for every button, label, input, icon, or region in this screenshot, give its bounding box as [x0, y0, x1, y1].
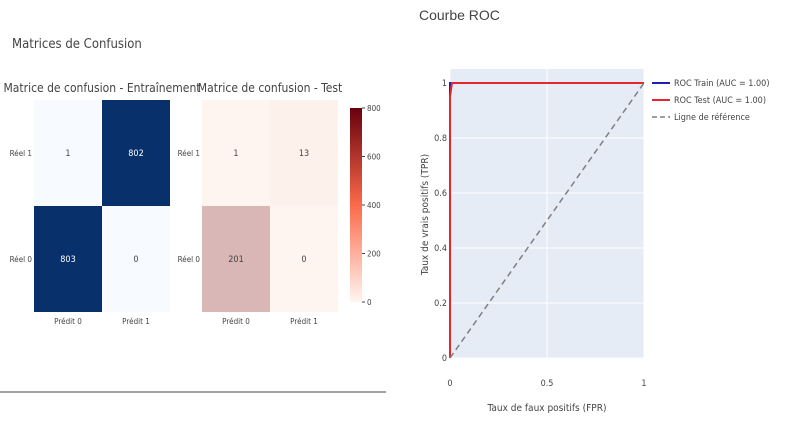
cell-label: 0	[133, 255, 138, 265]
matrix-cell	[202, 206, 270, 312]
left-panel-title: Matrices de Confusion	[12, 37, 142, 52]
row-label: Réel 0	[178, 254, 201, 264]
matrix-cell	[34, 100, 102, 206]
cell-label: 803	[60, 255, 75, 265]
x-tick-label: 0	[447, 379, 452, 389]
colorbar-tick-label: 200	[367, 250, 381, 259]
x-tick-label: 0.5	[541, 379, 554, 389]
legend-label: ROC Test (AUC = 1.00)	[674, 96, 766, 106]
y-tick-label: 0.4	[434, 244, 447, 254]
matrix-cell	[102, 100, 170, 206]
colorbar-tick-label: 400	[367, 201, 381, 210]
cell-label: 201	[228, 255, 243, 265]
cell-label: 1	[233, 149, 238, 159]
col-label: Prédit 1	[290, 316, 318, 326]
col-label: Prédit 1	[122, 316, 150, 326]
colorbar-bar	[350, 108, 362, 302]
colorbar-tick-label: 800	[367, 104, 381, 113]
matrix-title: Matrice de confusion - Entraînement	[3, 81, 200, 95]
confusion-matrix-test: Matrice de confusion - Test 1 13 201 0 Réel 1…	[178, 81, 343, 326]
right-panel-title: Courbe ROC	[419, 7, 500, 23]
cell-label: 1	[65, 149, 70, 159]
legend-label: ROC Train (AUC = 1.00)	[674, 79, 769, 89]
row-label: Réel 0	[10, 254, 33, 264]
matrix-cell	[34, 206, 102, 312]
matrix-title: Matrice de confusion - Test	[198, 81, 342, 95]
cell-label: 802	[128, 149, 143, 159]
confusion-matrix-train: Matrice de confusion - Entraînement 1 802 8…	[3, 81, 200, 326]
y-tick-label: 0.6	[434, 189, 447, 199]
legend-label: Ligne de référence	[674, 112, 750, 123]
row-label: Réel 1	[10, 148, 32, 158]
series-line-2	[449, 82, 645, 359]
colorbar-tick-label: 0	[367, 298, 372, 307]
y-tick-label: 0.2	[434, 299, 447, 309]
y-tick-label: 0.8	[434, 134, 447, 144]
col-label: Prédit 0	[222, 316, 250, 326]
colorbar: 800 600 400 200 0	[350, 104, 381, 307]
roc-chart: 0 0.2 0.4 0.6 0.8 1 0 0.5 1 Taux de faux positifs…	[420, 69, 769, 414]
cell-label: 13	[299, 149, 309, 159]
x-tick-label: 1	[641, 379, 646, 389]
y-tick-label: 1	[442, 79, 447, 89]
series-line-1	[449, 82, 644, 358]
x-axis-label: Taux de faux positifs (FPR)	[487, 403, 607, 414]
y-axis-label: Taux de vrais positifs (TPR)	[420, 154, 431, 276]
row-label: Réel 1	[178, 148, 200, 158]
colorbar-tick-label: 600	[367, 153, 381, 162]
matrix-cell	[102, 206, 170, 312]
matrix-cell	[270, 206, 338, 312]
cell-label: 0	[301, 255, 306, 265]
matrix-cell	[202, 100, 270, 206]
matrix-cell	[270, 100, 338, 206]
y-tick-label: 0	[442, 354, 447, 364]
col-label: Prédit 0	[54, 316, 82, 326]
